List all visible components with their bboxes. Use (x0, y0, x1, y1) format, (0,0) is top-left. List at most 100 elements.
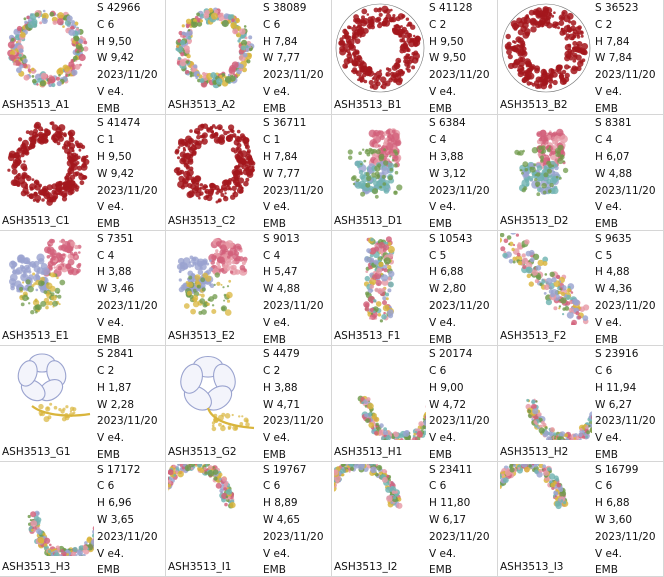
height-value: H 7,84 (263, 35, 298, 48)
format-value: EMB (595, 102, 618, 115)
design-name: ASH3513_F1 (334, 330, 401, 343)
design-tile[interactable]: S 6384 C 4 H 3,88 W 3,12 2023/11/20 V e4. EMB A… (332, 115, 498, 231)
version-value: V e4. (97, 432, 124, 445)
format-value: EMB (429, 333, 452, 346)
design-tile[interactable]: S 8381 C 4 H 6,07 W 4,88 2023/11/20 V e4. EMB A… (498, 115, 664, 231)
design-tile[interactable]: S 9013 C 4 H 5,47 W 4,88 2023/11/20 V e4. EMB A… (166, 230, 332, 347)
design-name: ASH3513_H1 (334, 445, 403, 458)
width-value: W 6,17 (429, 513, 467, 526)
version-value: V e4. (429, 201, 456, 214)
height-value: H 5,47 (263, 266, 298, 279)
design-tile[interactable]: S 41474 C 1 H 9,50 W 9,42 2023/11/20 V e4. EMB… (0, 115, 166, 231)
stitch-count: S 19767 (263, 463, 307, 476)
format-value: EMB (263, 564, 286, 577)
design-tile[interactable]: S 23916 C 6 H 11,94 W 6,27 2023/11/20 V e4. EM… (498, 346, 664, 462)
design-tile[interactable]: S 7351 C 4 H 3,88 W 3,46 2023/11/20 V e4. EMB A… (0, 230, 166, 347)
date-value: 2023/11/20 (429, 184, 490, 197)
design-meta: S 9013 C 4 H 5,47 W 4,88 2023/11/20 V e4. EMB (263, 231, 331, 345)
design-tile[interactable]: S 9635 C 5 H 4,88 W 4,36 2023/11/20 V e4. EMB A… (498, 230, 664, 347)
version-value: V e4. (263, 201, 290, 214)
design-tile[interactable]: S 20174 C 6 H 9,00 W 4,72 2023/11/20 V e4. EMB… (332, 346, 498, 462)
width-value: W 9,42 (97, 52, 135, 65)
format-value: EMB (97, 102, 120, 115)
height-value: H 3,88 (97, 266, 132, 279)
design-meta: S 36711 C 1 H 7,84 W 7,77 2023/11/20 V e4. EMB (263, 115, 331, 229)
design-tile[interactable]: S 10543 C 5 H 6,88 W 2,80 2023/11/20 V e4. EMB… (332, 230, 498, 347)
color-count: C 4 (429, 134, 447, 147)
color-count: C 6 (595, 480, 613, 493)
design-meta: S 8381 C 4 H 6,07 W 4,88 2023/11/20 V e4. EMB (595, 115, 663, 229)
color-count: C 6 (263, 480, 281, 493)
height-value: H 6,88 (429, 266, 464, 279)
width-value: W 2,80 (429, 283, 467, 296)
format-value: EMB (595, 564, 618, 577)
date-value: 2023/11/20 (97, 69, 158, 82)
design-tile[interactable]: S 41128 C 2 H 9,50 W 9,50 2023/11/20 V e4. EMB… (332, 0, 498, 116)
design-tile[interactable]: S 23411 C 6 H 11,80 W 6,17 2023/11/20 V e4. EM… (332, 461, 498, 577)
width-value: W 4,88 (263, 283, 301, 296)
design-meta: S 16799 C 6 H 6,88 W 3,60 2023/11/20 V e4. EMB (595, 462, 663, 577)
width-value: W 7,77 (263, 52, 301, 65)
design-thumbnail (7, 121, 90, 207)
design-meta: S 4479 C 2 H 3,88 W 4,71 2023/11/20 V e4. EMB (263, 346, 331, 460)
design-name: ASH3513_G2 (168, 445, 237, 458)
version-value: V e4. (97, 547, 124, 560)
design-name: ASH3513_A1 (2, 99, 70, 112)
version-value: V e4. (595, 201, 622, 214)
stitch-count: S 4479 (263, 348, 300, 361)
date-value: 2023/11/20 (263, 530, 324, 543)
design-tile[interactable]: S 36711 C 1 H 7,84 W 7,77 2023/11/20 V e4. EMB… (166, 115, 332, 231)
height-value: H 7,84 (595, 35, 630, 48)
version-value: V e4. (429, 85, 456, 98)
stitch-count: S 23411 (429, 463, 473, 476)
design-tile[interactable]: S 4479 C 2 H 3,88 W 4,71 2023/11/20 V e4. EMB A… (166, 346, 332, 462)
height-value: H 4,88 (595, 266, 630, 279)
design-tile[interactable]: S 36523 C 2 H 7,84 W 7,84 2023/11/20 V e4. EMB… (498, 0, 664, 116)
design-name: ASH3513_G1 (2, 445, 71, 458)
format-value: EMB (263, 102, 286, 115)
design-name: ASH3513_C2 (168, 214, 236, 227)
width-value: W 4,72 (429, 398, 467, 411)
design-tile[interactable]: S 19767 C 6 H 8,89 W 4,65 2023/11/20 V e4. EMB… (166, 461, 332, 577)
version-value: V e4. (595, 85, 622, 98)
color-count: C 5 (429, 249, 447, 262)
color-count: C 1 (263, 134, 281, 147)
design-name: ASH3513_C1 (2, 214, 70, 227)
height-value: H 9,50 (97, 150, 132, 163)
date-value: 2023/11/20 (429, 299, 490, 312)
version-value: V e4. (97, 85, 124, 98)
version-value: V e4. (97, 316, 124, 329)
format-value: EMB (595, 333, 618, 346)
design-tile[interactable]: S 38089 C 6 H 7,84 W 7,77 2023/11/20 V e4. EMB… (166, 0, 332, 116)
design-tile[interactable]: S 17172 C 6 H 6,96 W 3,65 2023/11/20 V e4. EMB… (0, 461, 166, 577)
design-name: ASH3513_I3 (500, 560, 564, 573)
version-value: V e4. (429, 316, 456, 329)
version-value: V e4. (263, 316, 290, 329)
stitch-count: S 8381 (595, 117, 632, 130)
color-count: C 6 (595, 364, 613, 377)
format-value: EMB (429, 448, 452, 461)
design-tile[interactable]: S 2841 C 2 H 1,87 W 2,28 2023/11/20 V e4. EMB A… (0, 346, 166, 462)
version-value: V e4. (595, 432, 622, 445)
design-meta: S 23411 C 6 H 11,80 W 6,17 2023/11/20 V e4. EM… (429, 462, 497, 576)
stitch-count: S 42966 (97, 2, 141, 14)
format-value: EMB (429, 218, 452, 231)
design-thumbnail (335, 3, 425, 93)
color-count: C 4 (595, 134, 613, 147)
width-value: W 2,28 (97, 398, 135, 411)
color-count: C 6 (429, 364, 447, 377)
design-tile[interactable]: S 42966 C 6 H 9,50 W 9,42 2023/11/20 V e4. EMB… (0, 0, 166, 116)
color-count: C 1 (97, 134, 115, 147)
design-meta: S 19767 C 6 H 8,89 W 4,65 2023/11/20 V e4. EMB (263, 462, 331, 577)
design-name: ASH3513_F2 (500, 330, 567, 343)
design-meta: S 17172 C 6 H 6,96 W 3,65 2023/11/20 V e4. EMB (97, 462, 165, 576)
height-value: H 9,00 (429, 381, 464, 394)
height-value: H 7,84 (263, 150, 298, 163)
version-value: V e4. (429, 547, 456, 560)
design-tile[interactable]: S 16799 C 6 H 6,88 W 3,60 2023/11/20 V e4. EMB… (498, 461, 664, 577)
height-value: H 3,88 (263, 381, 298, 394)
height-value: H 3,88 (429, 150, 464, 163)
format-value: EMB (97, 448, 120, 461)
stitch-count: S 36711 (263, 117, 307, 130)
